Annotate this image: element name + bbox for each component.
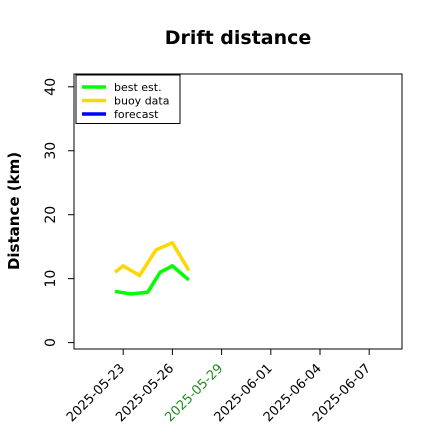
y-axis: 0 10 20 30 40 <box>43 78 74 347</box>
y-tick-label-0: 0 <box>43 338 59 347</box>
y-tick-label-40: 40 <box>43 78 59 96</box>
series-line-buoy-data <box>113 240 191 278</box>
y-tick-label-10: 10 <box>43 270 59 288</box>
x-axis: 2025-05-232025-05-262025-05-292025-06-01… <box>64 349 374 425</box>
chart-title: Drift distance <box>165 27 312 49</box>
y-tick-label-20: 20 <box>43 206 59 224</box>
plot-area <box>73 73 403 350</box>
series-layer <box>113 240 191 296</box>
series-line-best-est <box>114 263 190 296</box>
y-axis-label: Distance (km) <box>5 152 23 270</box>
legend-label-buoy-data: buoy data <box>114 95 169 108</box>
legend-label-best-est: best est. <box>114 81 162 94</box>
y-tick-label-30: 30 <box>43 142 59 160</box>
legend-label-forecast: forecast <box>114 108 159 121</box>
